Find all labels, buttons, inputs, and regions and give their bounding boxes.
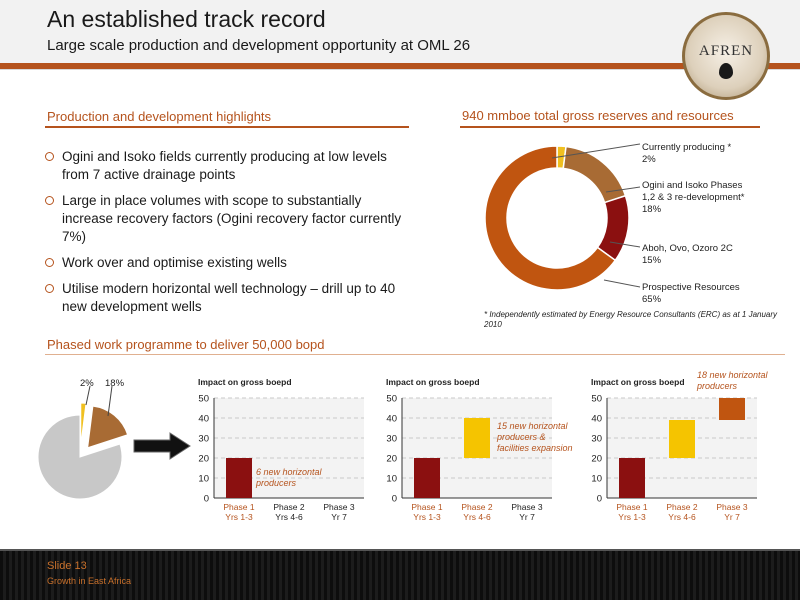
y-tick-label: 50: [591, 394, 602, 405]
x-tick-label: Yrs 1-3: [618, 512, 646, 522]
legend-prospective: Prospective Resources 65%: [642, 282, 740, 305]
bullet-circle-icon: [45, 196, 54, 205]
y-tick-label: 0: [204, 494, 209, 505]
y-tick-label: 50: [198, 394, 209, 405]
leader-line-prospective: [603, 279, 641, 288]
phase3-annotation: 18 new horizontal producers: [697, 370, 768, 391]
highlights-list: Ogini and Isoko fields currently produci…: [45, 148, 415, 324]
y-tick-label: 50: [386, 394, 397, 405]
bar-phase-3: [719, 398, 745, 420]
x-tick-label: Yr 7: [724, 512, 740, 522]
list-item: Large in place volumes with scope to sub…: [45, 192, 415, 246]
legend-producing: Currently producing * 2%: [642, 142, 732, 165]
y-axis-title: Impact on gross boepd: [198, 377, 292, 387]
y-axis-title: Impact on gross boepd: [386, 377, 480, 387]
y-tick-label: 20: [386, 454, 397, 465]
reserves-donut-chart: [484, 145, 630, 291]
legend-aboh: Aboh, Ovo, Ozoro 2C 15%: [642, 243, 733, 266]
reserves-footnote: * Independently estimated by Energy Reso…: [484, 310, 778, 329]
y-tick-label: 40: [198, 414, 209, 425]
pie-slice-2: [37, 414, 123, 500]
x-tick-label: Phase 2: [461, 502, 492, 512]
x-tick-label: Yrs 4-6: [463, 512, 491, 522]
x-tick-label: Phase 3: [716, 502, 747, 512]
y-tick-label: 30: [198, 434, 209, 445]
x-tick-label: Phase 3: [323, 502, 354, 512]
right-arrow-icon: [133, 432, 191, 460]
pie-slice-1: [87, 405, 129, 449]
bar-phase-1: [619, 458, 645, 498]
y-tick-label: 20: [591, 454, 602, 465]
x-tick-label: Phase 2: [666, 502, 697, 512]
y-axis-title: Impact on gross boepd: [591, 377, 685, 387]
pie-slice-0: [80, 402, 87, 446]
pie-leader-2: [85, 385, 91, 406]
x-tick-label: Phase 3: [511, 502, 542, 512]
donut-leader-lines: [551, 143, 641, 288]
x-tick-label: Phase 1: [616, 502, 647, 512]
header-band: [0, 0, 800, 66]
x-tick-label: Phase 1: [223, 502, 254, 512]
y-tick-label: 40: [591, 414, 602, 425]
highlights-heading: Production and development highlights: [47, 109, 272, 124]
reserves-heading: 940 mmboe total gross reserves and resou…: [462, 108, 734, 123]
y-tick-label: 10: [591, 474, 602, 485]
bullet-circle-icon: [45, 258, 54, 267]
y-tick-label: 30: [386, 434, 397, 445]
list-item: Ogini and Isoko fields currently produci…: [45, 148, 415, 184]
y-tick-label: 10: [386, 474, 397, 485]
bullet-circle-icon: [45, 152, 54, 161]
leader-line-aboh: [609, 241, 641, 248]
afren-logo: AFREN: [682, 12, 770, 100]
legend-phases: Ogini and Isoko Phases 1,2 & 3 re-develo…: [642, 180, 745, 215]
x-tick-label: Yr 7: [519, 512, 535, 522]
list-item: Work over and optimise existing wells: [45, 254, 415, 272]
footer-tagline: Growth in East Africa: [47, 576, 132, 586]
pie-label-18: 18%: [105, 378, 125, 389]
y-tick-label: 0: [392, 494, 397, 505]
leader-line-phases: [605, 186, 641, 193]
highlights-rule: [45, 126, 409, 128]
slide-number: Slide 13: [47, 560, 87, 572]
y-tick-label: 40: [386, 414, 397, 425]
phase2-annotation: 15 new horizontal producers & facilities…: [497, 421, 573, 453]
programme-heading: Phased work programme to deliver 50,000 …: [47, 337, 325, 352]
y-tick-label: 0: [597, 494, 602, 505]
list-item: Utilise modern horizontal well technolog…: [45, 280, 415, 316]
y-tick-label: 20: [198, 454, 209, 465]
bar-phase-1: [226, 458, 252, 498]
bar-phase-2: [464, 418, 490, 458]
y-tick-label: 30: [591, 434, 602, 445]
programme-pie-chart: [37, 385, 129, 500]
donut-slice-3: [484, 145, 617, 291]
footer-band: [0, 551, 800, 600]
bar-phase-1: [414, 458, 440, 498]
x-tick-label: Yrs 1-3: [413, 512, 441, 522]
page-subtitle: Large scale production and development o…: [47, 37, 471, 54]
pie-leader-18: [107, 385, 113, 417]
x-tick-label: Yr 7: [331, 512, 347, 522]
x-tick-label: Yrs 4-6: [668, 512, 696, 522]
y-tick-label: 10: [198, 474, 209, 485]
programme-rule: [45, 354, 785, 355]
bar-phase-2: [669, 420, 695, 458]
pie-label-2: 2%: [80, 378, 94, 389]
reserves-rule: [460, 126, 760, 128]
x-tick-label: Yrs 1-3: [225, 512, 253, 522]
page-title: An established track record: [47, 6, 326, 32]
bullet-circle-icon: [45, 284, 54, 293]
logo-text: AFREN: [698, 43, 754, 59]
footer-divider: [0, 549, 800, 551]
x-tick-label: Yrs 4-6: [275, 512, 303, 522]
x-tick-label: Phase 1: [411, 502, 442, 512]
leader-line-producing: [551, 143, 641, 159]
header-rule: [0, 63, 800, 69]
header-rule-thin: [0, 69, 800, 70]
phase1-annotation: 6 new horizontal producers: [256, 467, 322, 488]
x-tick-label: Phase 2: [273, 502, 304, 512]
oil-drop-icon: [719, 63, 733, 79]
